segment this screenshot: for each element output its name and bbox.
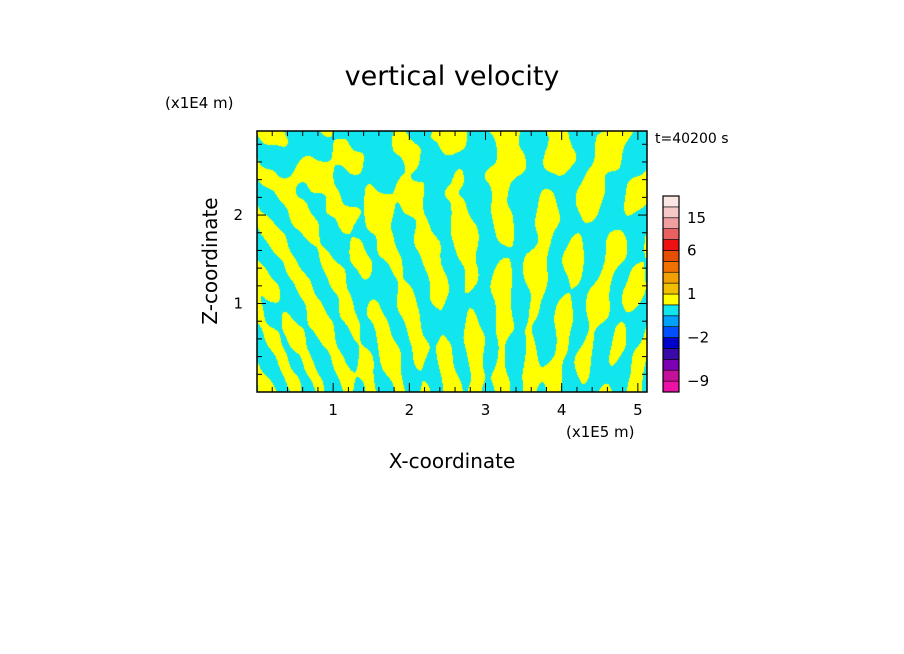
colorbar-tick-label: 15 <box>687 209 706 227</box>
velocity-field-image <box>257 131 647 392</box>
x-tick-label: 5 <box>633 401 643 419</box>
x-axis-label: X-coordinate <box>389 449 516 473</box>
y-tick-label: 2 <box>233 206 243 224</box>
colorbar-bin <box>662 250 680 262</box>
time-label: t=40200 s <box>655 131 729 147</box>
x-unit-label: (x1E5 m) <box>566 423 635 441</box>
colorbar-bin <box>662 206 680 219</box>
x-tick-label: 1 <box>328 401 338 419</box>
y-axis-label: Z-coordinate <box>198 197 222 324</box>
colorbar-bin <box>662 195 680 208</box>
colorbar-bin <box>662 326 680 338</box>
colorbar-bin <box>662 239 680 251</box>
colorbar-bin <box>662 348 680 360</box>
chart-title: vertical velocity <box>345 61 560 92</box>
colorbar-bin <box>662 271 680 284</box>
x-tick-label: 3 <box>481 401 491 419</box>
colorbar-bin <box>662 359 680 371</box>
colorbar: 15 6 1 −2 −9 <box>662 195 709 393</box>
colorbar-bin <box>662 369 680 382</box>
y-unit-label: (x1E4 m) <box>165 94 234 112</box>
colorbar-bin <box>662 228 680 240</box>
colorbar-tick-label: 1 <box>687 285 697 303</box>
y-axis-ticks: 12 <box>233 143 647 375</box>
colorbar-tick-label: 6 <box>687 241 697 259</box>
colorbar-bin <box>662 380 680 393</box>
x-tick-label: 2 <box>405 401 415 419</box>
colorbar-bin <box>662 217 680 229</box>
colorbar-bin <box>662 293 680 306</box>
colorbar-frame <box>662 195 680 393</box>
colorbar-tick-label: −9 <box>687 372 709 390</box>
colorbar-bin <box>662 304 680 317</box>
colorbar-tick-label: −2 <box>687 329 709 347</box>
y-tick-label: 1 <box>233 295 243 313</box>
x-axis-ticks: 1 2 3 4 5 <box>271 131 643 419</box>
colorbar-bin <box>662 315 680 327</box>
colorbar-bin <box>662 337 680 349</box>
colorbar-bin <box>662 261 680 273</box>
plot-frame <box>256 130 648 393</box>
x-tick-label: 4 <box>557 401 567 419</box>
velocity-field <box>257 131 647 392</box>
colorbar-bin <box>662 282 680 295</box>
